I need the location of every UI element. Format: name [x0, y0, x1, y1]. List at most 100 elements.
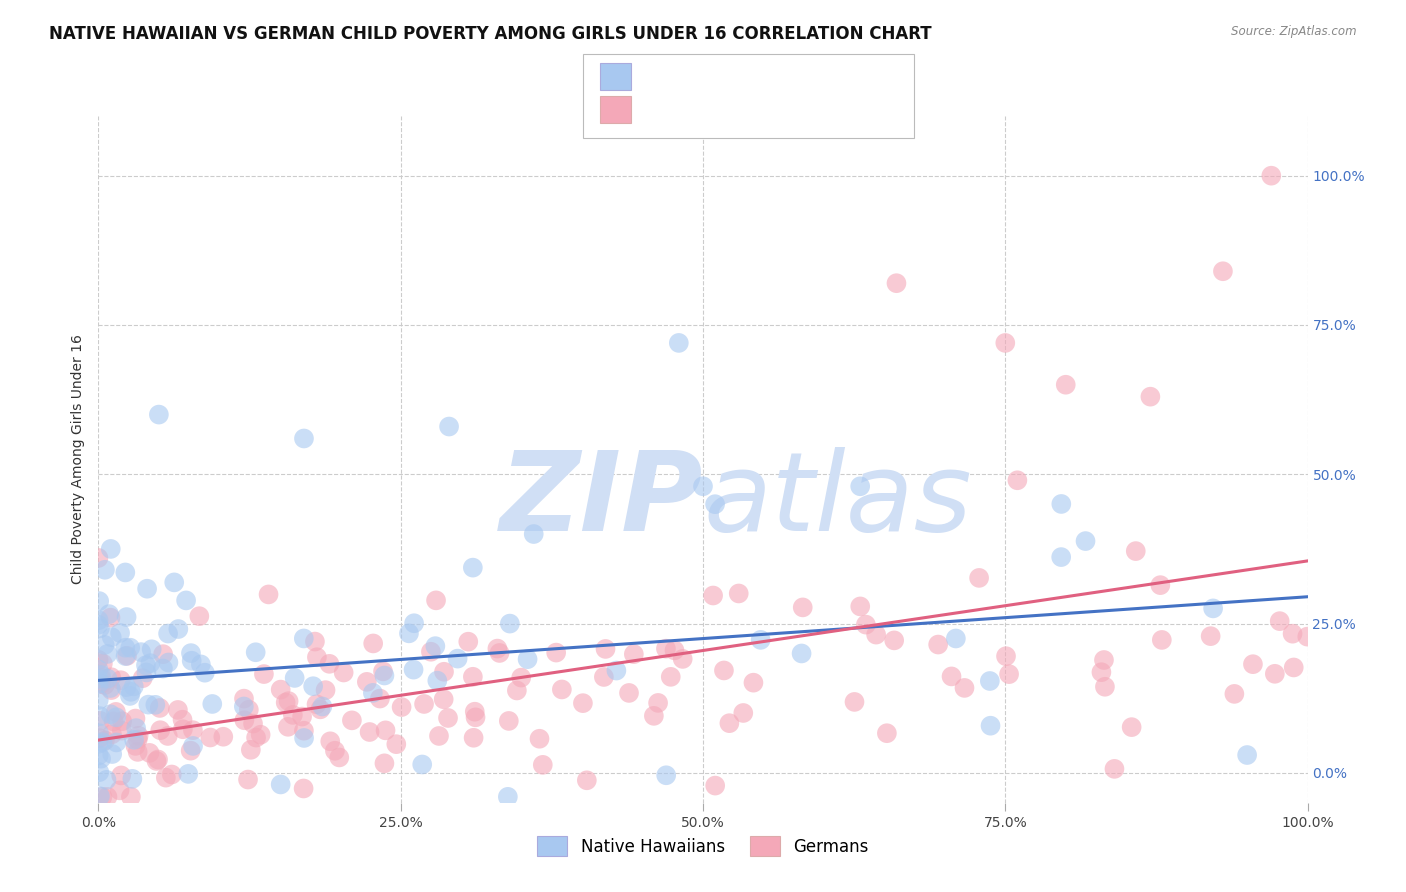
- Point: [148, 408, 170, 422]
- Point: [98, 607, 121, 621]
- Point: [309, 702, 332, 716]
- Point: [233, 713, 256, 727]
- Point: [516, 652, 538, 666]
- Point: [114, 566, 136, 580]
- Point: [89, 594, 111, 608]
- Point: [437, 711, 460, 725]
- Point: [97, 672, 120, 686]
- Point: [531, 757, 554, 772]
- Point: [1090, 665, 1112, 680]
- Point: [953, 681, 976, 695]
- Point: [1282, 660, 1305, 674]
- Point: [87, 663, 110, 677]
- Point: [253, 667, 276, 681]
- Point: [311, 699, 333, 714]
- Point: [114, 649, 136, 664]
- Point: [101, 727, 124, 741]
- Point: [139, 656, 162, 670]
- Point: [575, 773, 598, 788]
- Point: [643, 709, 665, 723]
- Point: [979, 673, 1001, 688]
- Point: [883, 633, 905, 648]
- Point: [749, 632, 772, 647]
- Point: [1139, 390, 1161, 404]
- Point: [1281, 626, 1303, 640]
- Point: [994, 335, 1017, 350]
- Point: [90, 671, 112, 685]
- Point: [291, 709, 314, 723]
- Point: [87, 653, 110, 667]
- Point: [1241, 657, 1264, 672]
- Point: [249, 728, 271, 742]
- Point: [546, 646, 568, 660]
- Point: [146, 752, 169, 766]
- Point: [156, 729, 179, 743]
- Point: [927, 638, 949, 652]
- Point: [1074, 534, 1097, 549]
- Legend: Native Hawaiians, Germans: Native Hawaiians, Germans: [530, 830, 876, 863]
- Point: [101, 747, 124, 761]
- Point: [1121, 720, 1143, 734]
- Point: [315, 683, 337, 698]
- Point: [704, 779, 727, 793]
- Point: [849, 479, 872, 493]
- Point: [138, 746, 160, 760]
- Point: [742, 675, 765, 690]
- Point: [655, 641, 678, 656]
- Text: R =: R =: [645, 102, 688, 121]
- Point: [103, 714, 125, 729]
- Point: [499, 616, 522, 631]
- Point: [427, 729, 450, 743]
- Point: [292, 632, 315, 646]
- Point: [87, 726, 110, 740]
- Point: [413, 697, 436, 711]
- Point: [167, 622, 190, 636]
- Text: N =: N =: [744, 102, 787, 121]
- Point: [120, 685, 142, 699]
- Point: [506, 683, 529, 698]
- Point: [105, 710, 128, 724]
- Point: [529, 731, 551, 746]
- Text: NATIVE HAWAIIAN VS GERMAN CHILD POVERTY AMONG GIRLS UNDER 16 CORRELATION CHART: NATIVE HAWAIIAN VS GERMAN CHILD POVERTY …: [49, 25, 932, 43]
- Point: [120, 789, 142, 804]
- Point: [426, 673, 449, 688]
- Point: [87, 613, 110, 627]
- Point: [1050, 550, 1073, 565]
- Point: [87, 676, 110, 690]
- Point: [398, 626, 420, 640]
- Point: [121, 772, 143, 786]
- Point: [135, 658, 157, 673]
- Point: [1264, 666, 1286, 681]
- Point: [96, 789, 118, 804]
- Point: [135, 665, 157, 680]
- Point: [446, 651, 468, 665]
- Point: [523, 527, 546, 541]
- Point: [498, 714, 520, 728]
- Point: [180, 744, 202, 758]
- Point: [361, 636, 384, 650]
- Point: [115, 648, 138, 663]
- Point: [200, 731, 222, 745]
- Point: [404, 616, 426, 631]
- Point: [132, 671, 155, 685]
- Point: [292, 723, 315, 738]
- Point: [668, 335, 690, 350]
- Point: [128, 729, 150, 743]
- Point: [89, 709, 111, 723]
- Point: [592, 670, 614, 684]
- Point: [110, 768, 132, 782]
- Point: [302, 679, 325, 693]
- Text: Source: ZipAtlas.com: Source: ZipAtlas.com: [1232, 25, 1357, 38]
- Point: [93, 638, 115, 652]
- Point: [281, 707, 304, 722]
- Point: [411, 757, 433, 772]
- Point: [233, 691, 256, 706]
- Point: [323, 744, 346, 758]
- Text: N =: N =: [744, 69, 787, 88]
- Point: [174, 593, 197, 607]
- Point: [90, 668, 112, 682]
- Point: [623, 647, 645, 661]
- Point: [194, 665, 217, 680]
- Point: [659, 670, 682, 684]
- Point: [152, 647, 174, 661]
